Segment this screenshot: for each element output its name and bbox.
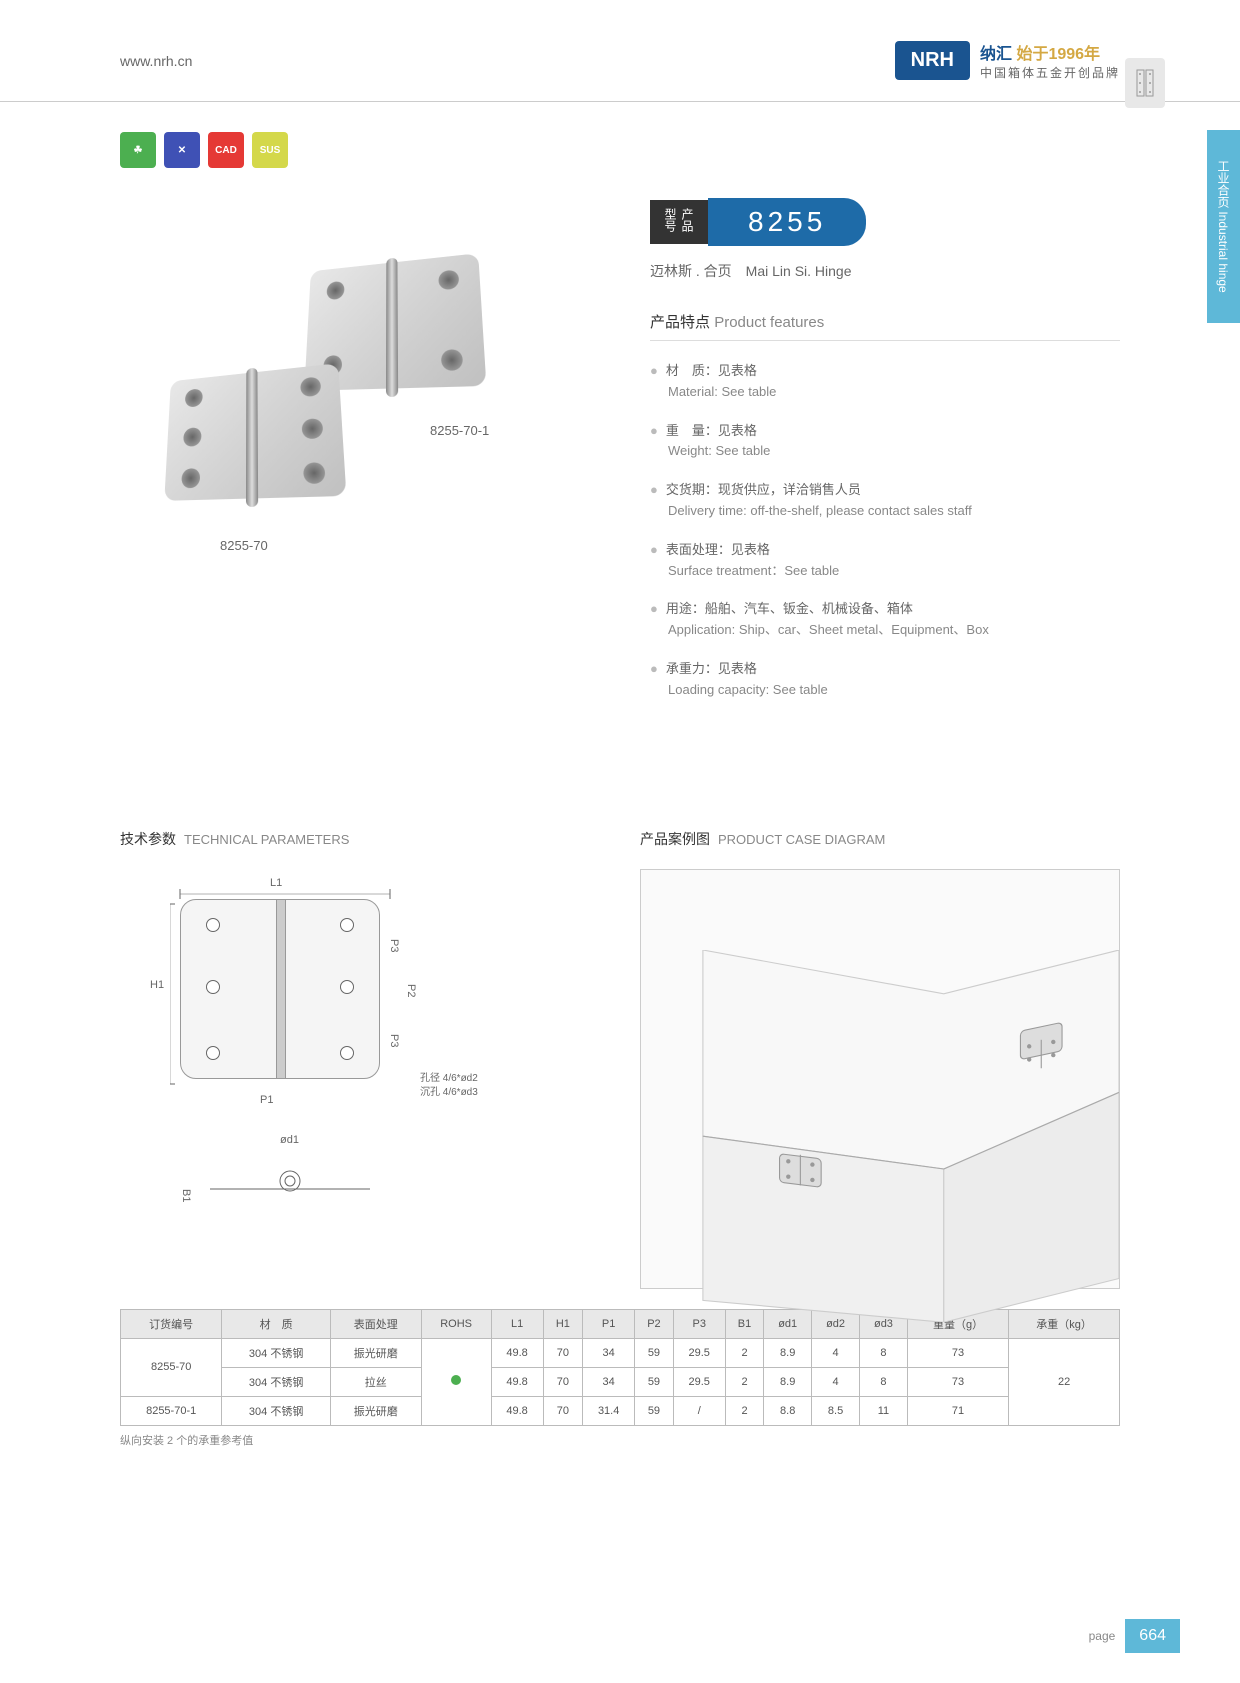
logo-text: 纳汇 始于1996年 中国箱体五金开创品牌 [980, 40, 1120, 81]
model-number: 8255 [708, 198, 866, 246]
nrh-logo: NRH [895, 41, 970, 80]
table-row: 304 不锈钢拉丝49.870345929.528.94873 [121, 1367, 1120, 1396]
tech-parameters-section: 技术参数TECHNICAL PARAMETERS L1 H1 P1 P2 P3 … [120, 829, 600, 1289]
model-name: 迈林斯 . 合页 Mai Lin Si. Hinge [650, 261, 1120, 281]
badge-cad-icon: CAD [208, 132, 244, 168]
model-badge: 产品型号 8255 [650, 198, 1120, 246]
case-diagram [640, 869, 1120, 1289]
feature-item: 承重力：见表格Loading capacity: See table [650, 659, 1120, 701]
certification-badges: ☘ ✕ CAD SUS [120, 132, 1120, 168]
features-title: 产品特点 Product features [650, 311, 1120, 341]
technical-diagram: L1 H1 P1 P2 P3 P3 [120, 869, 600, 1249]
image-label-1: 8255-70-1 [430, 423, 489, 438]
product-image-front [160, 368, 340, 498]
feature-item: 交货期：现货供应，详洽销售人员Delivery time: off-the-sh… [650, 480, 1120, 522]
hinge-icon [1125, 58, 1165, 108]
feature-item: 材 质：见表格Material: See table [650, 361, 1120, 403]
page-number: 664 [1125, 1619, 1180, 1653]
model-label: 产品型号 [650, 200, 708, 244]
table-row: 8255-70-1304 不锈钢振光研磨49.87031.459/28.88.5… [121, 1396, 1120, 1425]
page-footer: page 664 [1089, 1619, 1180, 1653]
badge-tool-icon: ✕ [164, 132, 200, 168]
product-info: 产品型号 8255 迈林斯 . 合页 Mai Lin Si. Hinge 产品特… [650, 198, 1120, 719]
feature-item: 表面处理：见表格Surface treatment：See table [650, 540, 1120, 582]
product-images: 8255-70-1 8255-70 [120, 198, 590, 618]
badge-sus-icon: SUS [252, 132, 288, 168]
image-label-2: 8255-70 [220, 538, 268, 553]
case-diagram-section: 产品案例图PRODUCT CASE DIAGRAM [640, 829, 1120, 1289]
badge-eco-icon: ☘ [120, 132, 156, 168]
page-header: www.nrh.cn NRH 纳汇 始于1996年 中国箱体五金开创品牌 [0, 0, 1240, 102]
parameters-table: 订货编号材 质表面处理ROHSL1H1P1P2P3B1ød1ød2ød3重量（g… [120, 1309, 1120, 1448]
logo-area: NRH 纳汇 始于1996年 中国箱体五金开创品牌 [895, 40, 1120, 81]
side-category-tab: 工业合页 Industrial hinge [1207, 130, 1240, 323]
features-list: 材 质：见表格Material: See table 重 量：见表格Weight:… [650, 361, 1120, 701]
feature-item: 重 量：见表格Weight: See table [650, 421, 1120, 463]
website-url: www.nrh.cn [120, 53, 192, 69]
feature-item: 用途：船舶、汽车、钣金、机械设备、箱体Application: Ship、car… [650, 599, 1120, 641]
table-note: 纵向安装 2 个的承重参考值 [120, 1432, 1120, 1448]
table-row: 8255-70304 不锈钢振光研磨49.870345929.528.94873… [121, 1338, 1120, 1367]
page-label: page [1089, 1629, 1116, 1643]
